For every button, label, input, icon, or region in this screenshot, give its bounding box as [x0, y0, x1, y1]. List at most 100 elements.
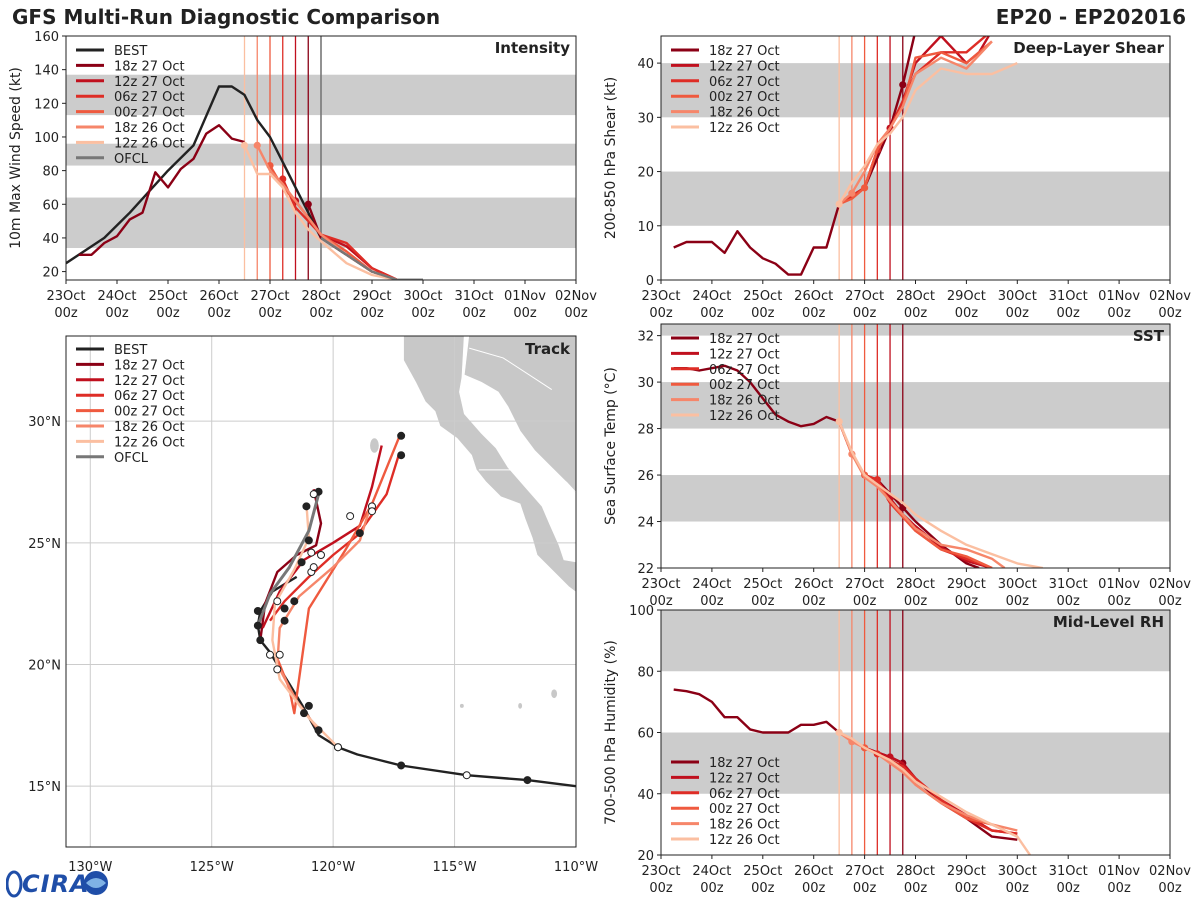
shear-series-group — [673, 36, 1018, 276]
intensity-ytick-label: 160 — [34, 30, 59, 45]
rh-ytick-label: 20 — [637, 849, 654, 864]
track-position-dot — [304, 536, 313, 545]
shear-legend-label: 18z 27 Oct — [709, 44, 780, 59]
rh-xtick-label: 00z — [904, 881, 928, 896]
sst-xtick-label: 25Oct — [743, 577, 782, 592]
intensity-xtick-label: 28Oct — [301, 289, 340, 304]
track-frame — [65, 335, 577, 848]
intensity-xtick-label: 23Oct — [46, 289, 85, 304]
intensity-legend-label: 00z 27 Oct — [114, 106, 185, 121]
intensity-legend-label: 12z 26 Oct — [114, 136, 185, 151]
shear-marker — [861, 184, 869, 192]
sst-xtick-label: 00z — [700, 594, 724, 609]
track-position-dot — [462, 771, 471, 780]
track-line-ofcl — [256, 493, 321, 627]
sst-xtick-label: 28Oct — [896, 577, 935, 592]
track-legend-label: 12z 26 Oct — [114, 435, 185, 450]
track-lat-label: 30°N — [28, 415, 61, 430]
rh-ytick-label: 100 — [629, 604, 654, 619]
track-position-dot — [523, 776, 532, 785]
track-line-12z-27-oct — [261, 445, 383, 629]
track-position-dot — [314, 726, 323, 735]
sst-xtick-label: 27Oct — [845, 577, 884, 592]
mexico-mainland-land — [463, 336, 576, 495]
track-position-dot — [253, 606, 262, 615]
shear-marker — [848, 189, 856, 197]
rh-ylabel: 700-500 hPa Humidity (%) — [603, 640, 619, 825]
shear-xtick-label: 00z — [700, 306, 724, 321]
sst-xtick-label: 26Oct — [794, 577, 833, 592]
sst-series-group — [673, 364, 1044, 568]
track-legend-label: 18z 27 Oct — [114, 358, 185, 373]
intensity-xtick-label: 29Oct — [352, 289, 391, 304]
shear-xtick-label: 00z — [955, 306, 979, 321]
rh-xtick-label: 30Oct — [998, 864, 1037, 879]
rh-series-12z-26-oct — [838, 731, 1031, 855]
intensity-marker — [240, 141, 249, 149]
intensity-xtick-label: 00z — [462, 306, 486, 321]
rh-legend-label: 06z 27 Oct — [709, 787, 780, 802]
track-legend-label: 18z 26 Oct — [114, 420, 185, 435]
track-lon-label: 130°W — [68, 860, 112, 875]
track-position-dot — [297, 558, 306, 567]
sst-xtick-label: 00z — [751, 594, 775, 609]
shear-xtick-label: 00z — [649, 306, 673, 321]
shear-band — [661, 171, 1170, 226]
sst-xtick-label: 00z — [649, 594, 673, 609]
intensity-xtick-label: 00z — [258, 306, 282, 321]
shear-xtick-label: 00z — [1107, 306, 1131, 321]
sst-series-hist — [673, 364, 840, 428]
intensity-legend-label: 18z 26 Oct — [114, 121, 185, 136]
intensity-xtick-label: 00z — [411, 306, 435, 321]
sst-ytick-label: 26 — [637, 469, 654, 484]
intensity-ytick-label: 100 — [34, 131, 59, 146]
track-position-dot — [317, 551, 325, 559]
island-land — [370, 438, 379, 453]
intensity-xtick-label: 00z — [564, 306, 588, 321]
intensity-legend-label: OFCL — [114, 152, 149, 167]
rh-legend-label: 12z 27 Oct — [709, 771, 780, 786]
rh-panel: 20 40 60 80 100 23Oct 00z 24Oct 00z 25Oct 00z 26Oct… — [603, 604, 1191, 896]
shear-xtick-label: 00z — [853, 306, 877, 321]
shear-xtick-label: 25Oct — [743, 289, 782, 304]
rh-xtick-label: 28Oct — [896, 864, 935, 879]
rh-ytick-label: 40 — [637, 788, 654, 803]
rh-ytick-label: 80 — [637, 665, 654, 680]
island-land — [518, 702, 523, 709]
intensity-series-12z-26-oct — [243, 144, 398, 280]
track-lon-label: 125°W — [190, 860, 234, 875]
track-position-dot — [397, 451, 406, 460]
rh-xtick-label: 29Oct — [947, 864, 986, 879]
sst-band — [661, 382, 1170, 429]
shear-xtick-label: 00z — [1057, 306, 1081, 321]
rh-series-hist — [673, 688, 840, 734]
shear-xtick-label: 02Nov — [1149, 289, 1191, 304]
track-position-dot — [309, 563, 318, 572]
shear-xtick-label: 26Oct — [794, 289, 833, 304]
sst-xtick-label: 23Oct — [641, 577, 680, 592]
rh-xtick-label: 02Nov — [1149, 864, 1191, 879]
intensity-legend-label: 12z 27 Oct — [114, 75, 185, 90]
track-position-dot — [397, 431, 406, 440]
track-position-dot — [273, 597, 282, 606]
sst-xtick-label: 00z — [955, 594, 979, 609]
track-position-dot — [334, 743, 342, 752]
track-position-dot — [275, 650, 284, 659]
rh-xtick-label: 25Oct — [743, 864, 782, 879]
intensity-series-ofcl — [320, 236, 423, 280]
track-legend-label: 12z 27 Oct — [114, 374, 185, 389]
border-line — [469, 347, 552, 390]
rh-xtick-label: 00z — [955, 881, 979, 896]
globe-icon — [6, 870, 108, 898]
track-position-dot — [300, 709, 308, 718]
shear-series-hist — [673, 203, 841, 276]
sst-xtick-label: 02Nov — [1149, 577, 1191, 592]
logo-text: CIRA — [22, 870, 90, 898]
shear-xtick-label: 23Oct — [641, 289, 680, 304]
sst-xtick-label: 00z — [1006, 594, 1030, 609]
shear-ytick-label: 0 — [646, 274, 654, 289]
